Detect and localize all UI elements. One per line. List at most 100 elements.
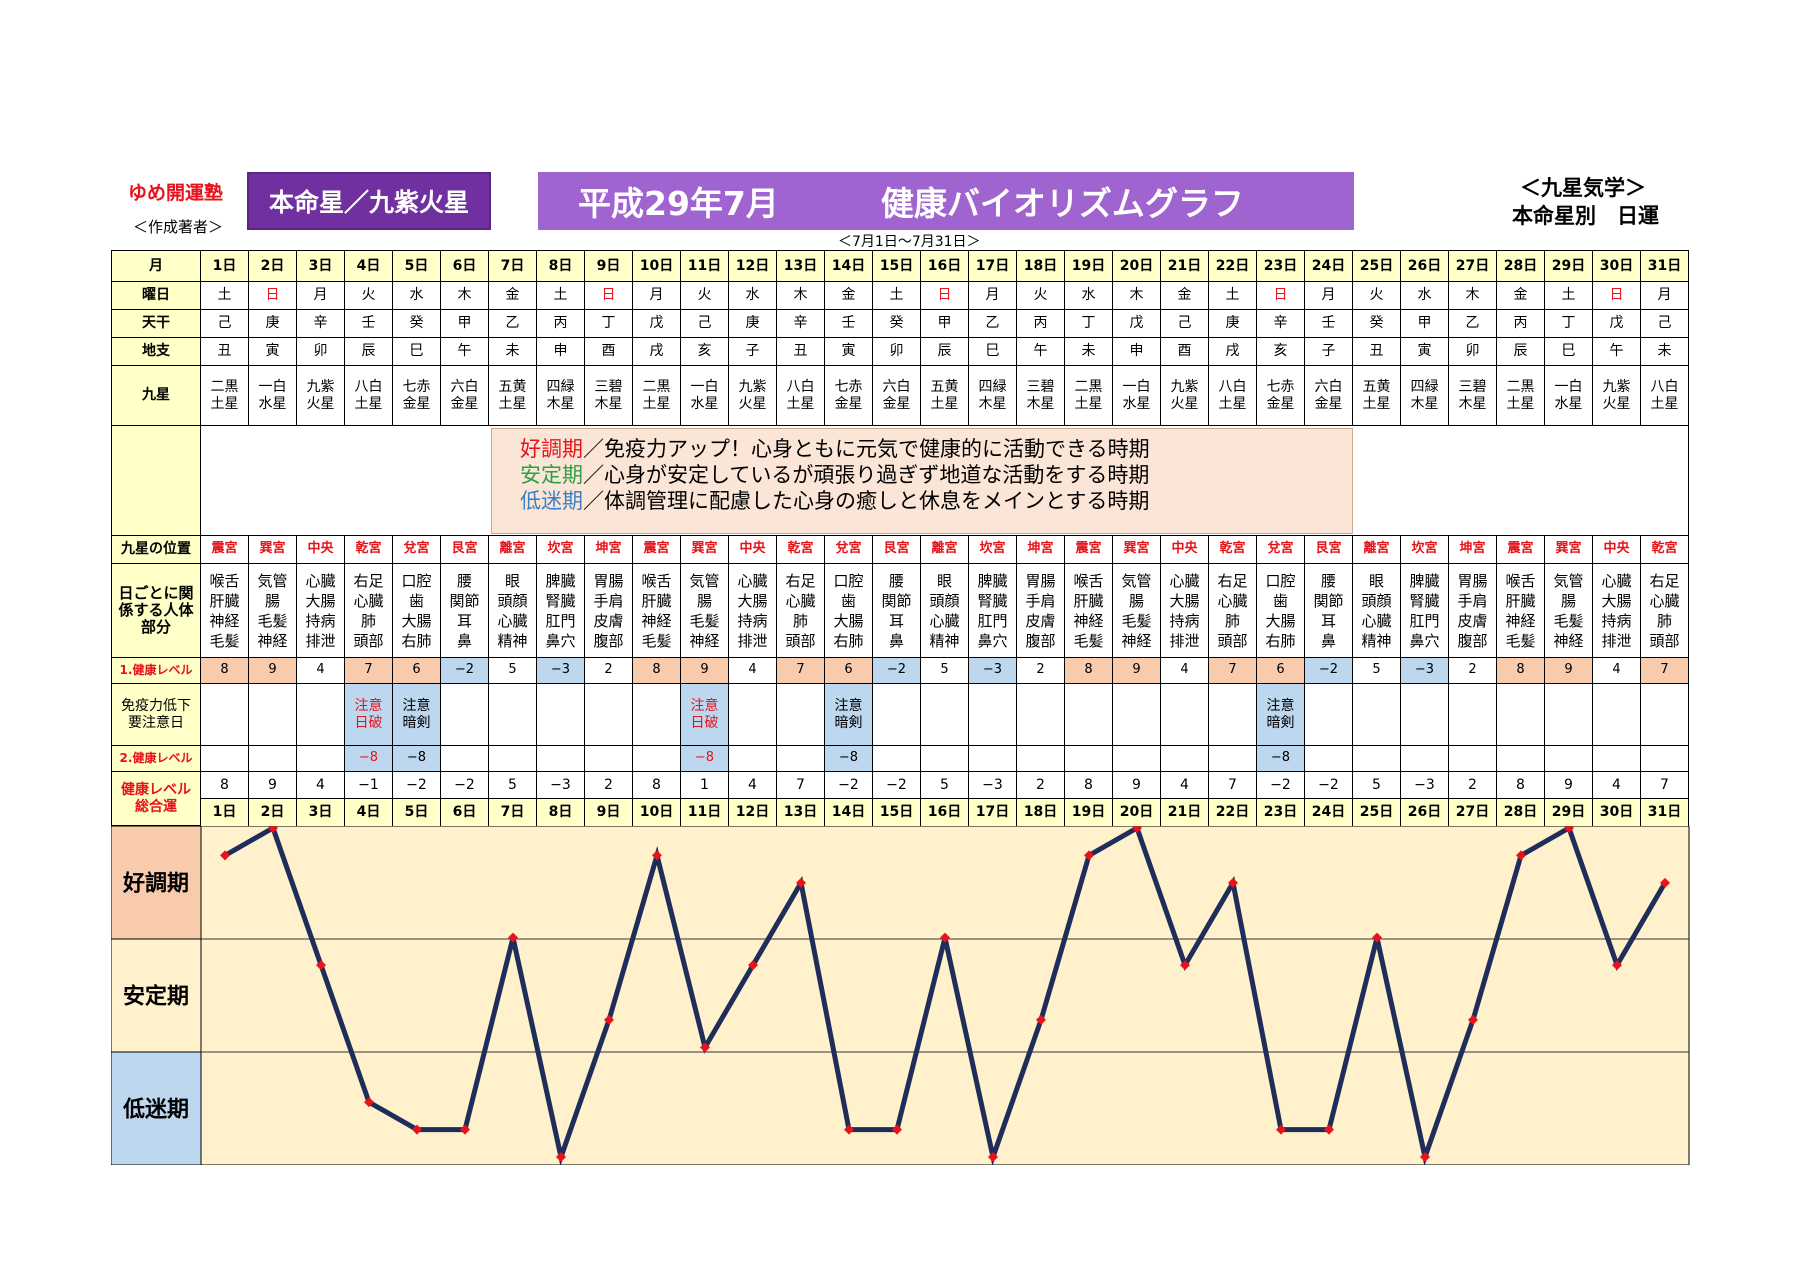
day-cell-level1: 5 xyxy=(921,658,969,684)
legend-row-area xyxy=(201,426,1689,536)
day-cell-body: 眼頭顔 心臓 精神 xyxy=(921,564,969,658)
total-value: 9 xyxy=(249,772,296,799)
kyusei-bottom: 土星 xyxy=(1074,395,1103,412)
body-parts: 腰関節耳鼻 xyxy=(881,571,911,651)
weekday-label: 火 xyxy=(1369,287,1384,304)
body-part: 手肩 xyxy=(1025,591,1056,610)
day-cell-month: 4日 xyxy=(345,250,393,282)
body-part: 胃腸 xyxy=(593,571,624,590)
day-cell-month: 25日 xyxy=(1353,250,1401,282)
level1-value: 9 xyxy=(1132,662,1141,678)
day-cell-chishi: 丑 xyxy=(201,338,249,366)
day-cell-caution xyxy=(585,684,633,746)
weekday-label: 金 xyxy=(841,287,856,304)
day-cell-total: 8 19日 xyxy=(1065,772,1113,826)
day-cell-chishi: 未 xyxy=(489,338,537,366)
body-parts: 気管腸毛髪 神経 xyxy=(1553,571,1583,651)
kyusei-bottom: 金星 xyxy=(834,395,863,412)
data-point xyxy=(1228,877,1238,888)
level1-value: −2 xyxy=(454,662,475,678)
chishi-label: 子 xyxy=(745,343,760,360)
body-part: 神経 xyxy=(641,611,672,630)
day-cell-total: 4 12日 xyxy=(729,772,777,826)
kyusei-bottom: 金星 xyxy=(402,395,431,412)
body-part: 胃腸 xyxy=(1457,571,1488,590)
day-cell-chishi: 寅 xyxy=(1401,338,1449,366)
row-label-text: 月 xyxy=(149,257,163,274)
body-part: 大腸 xyxy=(305,591,336,610)
day-cell-weekday: 土 xyxy=(201,282,249,310)
day-cell-total: 8 1日 xyxy=(201,772,249,826)
day-cell-chishi: 卯 xyxy=(1449,338,1497,366)
day-label-bottom: 17日 xyxy=(969,799,1016,826)
data-point xyxy=(988,1152,998,1162)
position-label: 震宮 xyxy=(643,541,670,557)
body-parts: 気管腸毛髪 神経 xyxy=(1121,571,1151,651)
day-cell-caution xyxy=(1593,684,1641,746)
day-cell-level2: −8 xyxy=(345,746,393,772)
total-value: 4 xyxy=(1593,772,1640,799)
weekday-label: 日 xyxy=(601,287,616,304)
level1-value: 8 xyxy=(220,662,229,678)
day-cell-month: 14日 xyxy=(825,250,873,282)
day-cell-kyusei: 四緑 木星 xyxy=(537,366,585,426)
day-cell-total: 7 22日 xyxy=(1209,772,1257,826)
row-label-text: 天干 xyxy=(142,315,170,332)
day-label: 26日 xyxy=(1407,257,1442,274)
day-label: 13日 xyxy=(783,257,818,274)
total-value: 8 xyxy=(201,772,248,799)
caution-text: 注意 xyxy=(834,698,863,715)
body-part: 気管 xyxy=(1121,571,1152,590)
body-part: 心臓 xyxy=(1649,591,1680,610)
level1-value: 9 xyxy=(268,662,277,678)
total-value: −2 xyxy=(1305,772,1352,799)
day-cell-month: 21日 xyxy=(1161,250,1209,282)
day-cell-body: 胃腸 手肩 皮膚 腹部 xyxy=(585,564,633,658)
body-parts: 喉舌 肝臓 神経 毛髪 xyxy=(641,571,671,651)
tenkan-label: 辛 xyxy=(313,315,328,332)
chishi-label: 辰 xyxy=(361,343,376,360)
tenkan-label: 己 xyxy=(697,315,712,332)
day-cell-level1: 7 xyxy=(777,658,825,684)
row-label-text: 地支 xyxy=(142,343,170,360)
day-cell-month: 12日 xyxy=(729,250,777,282)
kyusei-bottom: 木星 xyxy=(546,395,575,412)
chishi-label: 寅 xyxy=(265,343,280,360)
body-part: 腎臓 xyxy=(545,591,576,610)
day-cell-chishi: 辰 xyxy=(1497,338,1545,366)
body-part: 排泄 xyxy=(305,631,336,650)
body-part: 持病 xyxy=(305,611,336,630)
day-cell-month: 5日 xyxy=(393,250,441,282)
day-label-bottom: 24日 xyxy=(1305,799,1352,826)
total-value: 4 xyxy=(1161,772,1208,799)
body-part: 心臓 xyxy=(1601,571,1632,590)
day-cell-level1: 2 xyxy=(585,658,633,684)
day-label-bottom: 11日 xyxy=(681,799,728,826)
kyusei-stack: 四緑 木星 xyxy=(1411,379,1439,411)
band-label: 低迷期 xyxy=(122,1098,189,1123)
body-part: 心臓 xyxy=(1169,571,1200,590)
day-cell-tenkan: 甲 xyxy=(441,310,489,338)
body-parts: 喉舌 肝臓 神経 毛髪 xyxy=(1505,571,1535,651)
band-label-bg xyxy=(111,826,202,940)
kyusei-top: 九紫 xyxy=(306,379,335,396)
kyusei-stack: 一白 水星 xyxy=(1555,379,1583,411)
level1-value: 6 xyxy=(412,662,421,678)
day-label-bottom: 6日 xyxy=(441,799,488,826)
weekday-label: 火 xyxy=(1033,287,1048,304)
body-part: 毛髪 xyxy=(1505,631,1536,650)
day-cell-level2 xyxy=(489,746,537,772)
day-cell-weekday: 木 xyxy=(1449,282,1497,310)
total-value: 7 xyxy=(1641,772,1688,799)
kyusei-stack: 四緑 木星 xyxy=(979,379,1007,411)
caution-mark: 注意 日破 xyxy=(355,698,383,730)
body-part: 肺 xyxy=(792,611,808,630)
day-cell-month: 1日 xyxy=(201,250,249,282)
tenkan-label: 戊 xyxy=(1129,315,1144,332)
legend-low: 低迷期／体調管理に配慮した心身の癒しと休息をメインとする時期 xyxy=(520,488,1352,514)
day-cell-kyusei: 九紫 火星 xyxy=(297,366,345,426)
level1-value: 9 xyxy=(700,662,709,678)
day-cell-body: 気管腸毛髪 神経 xyxy=(1113,564,1161,658)
total-value: 9 xyxy=(1113,772,1160,799)
day-label: 2日 xyxy=(260,257,285,274)
